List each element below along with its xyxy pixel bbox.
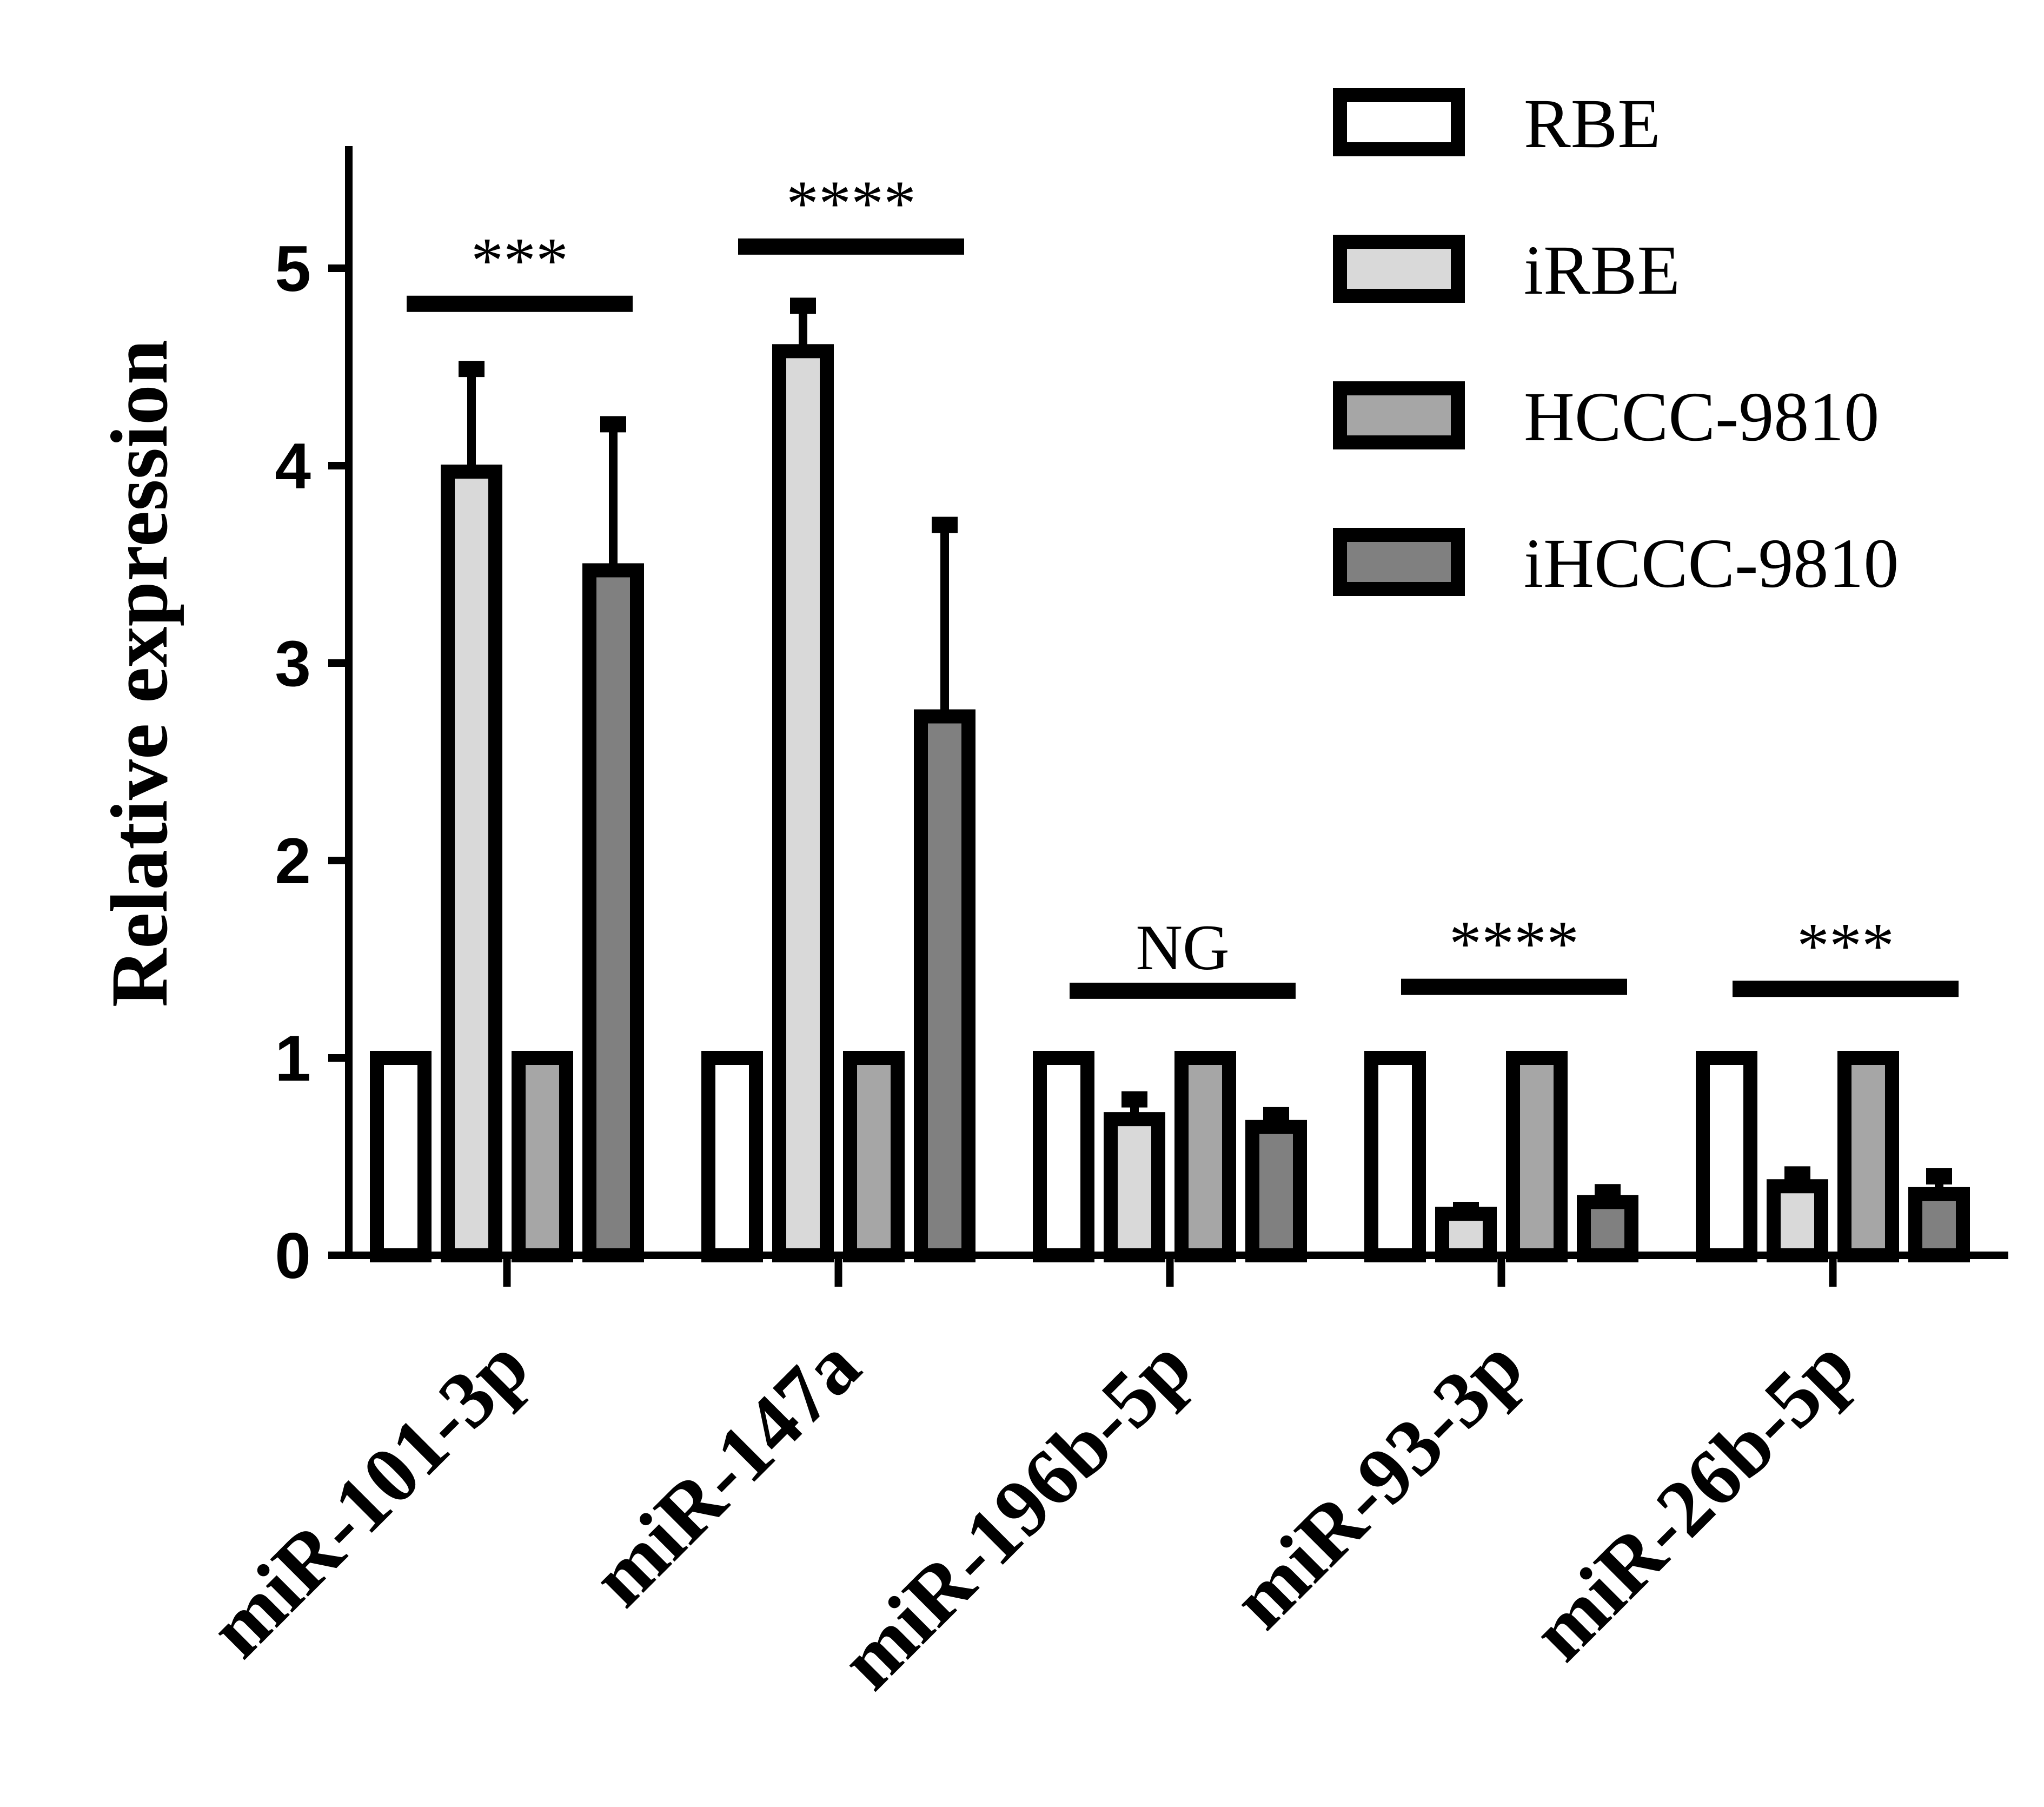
- x-tick-label: miR-26b-5p: [1515, 1321, 1872, 1678]
- x-tick-label: miR-196b-5p: [823, 1321, 1209, 1706]
- significance-label: ****: [1449, 908, 1579, 979]
- legend: RBE iRBE HCCC-9810 iHCCC-9810: [1333, 85, 1899, 603]
- significance-group: *******NG **** ***: [407, 167, 1959, 999]
- legend-swatch-ihccc-9810: [1333, 528, 1465, 596]
- y-tick-label: 1: [275, 1022, 311, 1095]
- bar-hccc-9810-mir-147a: [843, 1051, 905, 1262]
- significance-label: NG: [1136, 911, 1229, 983]
- bar-hccc-9810-mir-26b-5p: [1837, 1051, 1899, 1262]
- bar-hccc-9810-mir-93-3p: [1506, 1051, 1568, 1262]
- bar-rbe-mir-93-3p: [1364, 1051, 1426, 1262]
- bar-irbe-mir-196b-5p: [1104, 1112, 1165, 1262]
- y-tick-label: 2: [275, 825, 311, 897]
- y-ticks-group: 0 1 2 3 4 5: [275, 233, 349, 1292]
- significance-label: ***: [1797, 909, 1894, 981]
- y-tick-label: 5: [275, 233, 311, 305]
- bar-rbe-mir-26b-5p: [1696, 1051, 1757, 1262]
- bar-ihccc-9810-mir-26b-5p: [1908, 1187, 1970, 1263]
- bar-rbe-mir-101-3p: [370, 1051, 432, 1262]
- legend-swatch-rbe: [1333, 88, 1465, 156]
- bar-hccc-9810-mir-101-3p: [512, 1051, 573, 1262]
- legend-swatch-irbe: [1333, 235, 1465, 303]
- significance-label: ****: [786, 167, 916, 239]
- x-tick-label: miR-93-3p: [1215, 1321, 1540, 1646]
- legend-label: RBE: [1524, 85, 1661, 163]
- bar-irbe-mir-26b-5p: [1767, 1179, 1828, 1262]
- significance-label: ***: [471, 224, 568, 296]
- y-tick-label: 4: [275, 430, 311, 502]
- legend-swatch-hccc-9810: [1333, 381, 1465, 449]
- bar-rbe-mir-196b-5p: [1033, 1051, 1094, 1262]
- x-tick-label: miR-101-3p: [192, 1321, 546, 1674]
- bar-ihccc-9810-mir-101-3p: [582, 563, 644, 1262]
- bar-rbe-mir-147a: [701, 1051, 763, 1262]
- y-tick-label: 0: [275, 1220, 311, 1292]
- y-tick-label: 3: [275, 627, 311, 700]
- bar-hccc-9810-mir-196b-5p: [1174, 1051, 1236, 1262]
- bar-ihccc-9810-mir-147a: [914, 709, 975, 1263]
- bar-irbe-mir-101-3p: [441, 464, 502, 1263]
- legend-label: HCCC-9810: [1524, 378, 1879, 456]
- axes-group: [345, 146, 2008, 1259]
- bar-irbe-mir-147a: [772, 344, 834, 1262]
- bar-irbe-mir-93-3p: [1435, 1207, 1497, 1263]
- bar-ihccc-9810-mir-196b-5p: [1245, 1120, 1307, 1262]
- error-bars-group: [459, 297, 1952, 1219]
- legend-label: iHCCC-9810: [1524, 525, 1899, 603]
- x-tick-label: miR-147a: [575, 1321, 877, 1623]
- bar-ihccc-9810-mir-93-3p: [1577, 1195, 1638, 1262]
- legend-label: iRBE: [1524, 231, 1680, 309]
- y-axis-label: Relative expression: [95, 340, 184, 1008]
